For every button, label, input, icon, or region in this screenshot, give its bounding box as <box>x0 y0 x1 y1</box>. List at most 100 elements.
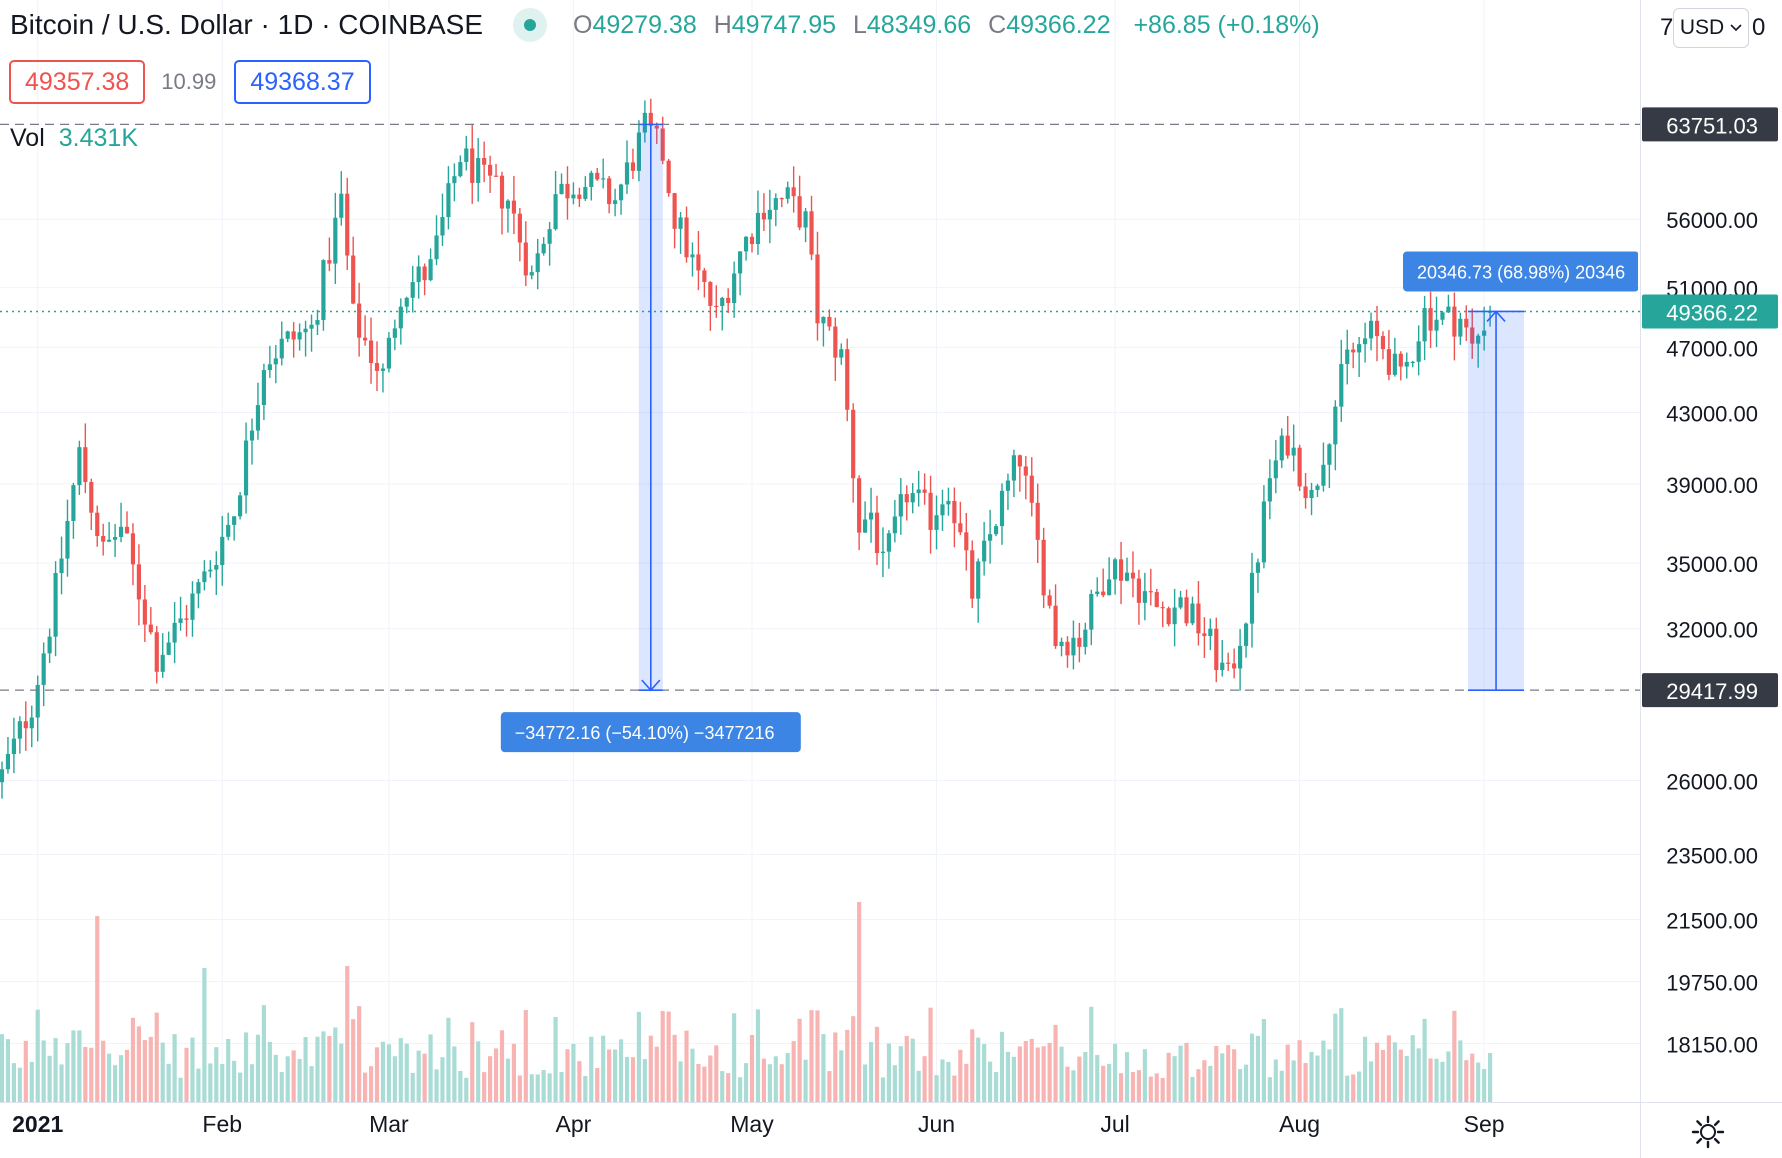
candle-body <box>154 632 159 672</box>
candle-body <box>839 349 844 358</box>
volume-bar <box>160 1042 165 1102</box>
x-tick-label: May <box>730 1111 774 1137</box>
candle-body <box>1136 578 1141 603</box>
volume-bar <box>89 1047 94 1102</box>
candle-body <box>89 482 94 513</box>
candle-body <box>386 337 391 369</box>
candle-body <box>452 176 457 184</box>
volume-legend[interactable]: Vol 3.431K <box>10 124 138 153</box>
volume-bar <box>928 1007 933 1102</box>
volume-bar <box>178 1077 183 1102</box>
volume-bar <box>880 1077 886 1102</box>
volume-bar <box>743 1063 749 1102</box>
volume-bar <box>273 1054 278 1102</box>
candle-body <box>618 184 624 201</box>
close-value: 49366.22 <box>1006 10 1111 39</box>
volume-bar <box>1482 1069 1487 1102</box>
gear-icon[interactable] <box>1688 1112 1728 1152</box>
candle-body <box>1357 344 1362 353</box>
volume-bar <box>636 1011 641 1102</box>
candle-body <box>874 512 880 554</box>
volume-bar <box>214 1047 219 1102</box>
candle-body <box>1321 464 1326 486</box>
candle-body <box>136 564 141 600</box>
volume-bar <box>184 1047 189 1102</box>
candle-body <box>196 582 201 594</box>
volume-bar <box>511 1043 516 1102</box>
candle-body <box>1029 475 1034 503</box>
candle-body <box>1095 591 1100 595</box>
volume-bar <box>482 1072 487 1102</box>
volume-bar <box>297 1058 302 1102</box>
volume-bar <box>1267 1077 1272 1102</box>
last-price-label-bg <box>1642 294 1778 329</box>
candle-body <box>767 209 772 220</box>
candle-body <box>529 272 534 276</box>
candle-body <box>380 368 386 371</box>
volume-bar <box>124 1049 130 1102</box>
volume-bar <box>767 1064 772 1102</box>
candle-body <box>1386 349 1391 375</box>
candle-body <box>1077 637 1082 647</box>
candle-body <box>678 217 683 229</box>
volume-bar <box>428 1034 433 1102</box>
candle-body <box>541 243 546 254</box>
volume-bar <box>309 1066 314 1102</box>
candle-body <box>446 183 451 218</box>
candle-body <box>351 255 356 304</box>
candle-body <box>720 297 725 307</box>
candle-body <box>666 160 671 194</box>
candle-body <box>488 164 493 176</box>
sell-price-button[interactable]: 49357.38 <box>9 60 146 104</box>
volume-bar <box>422 1053 427 1102</box>
candle-body <box>118 526 124 538</box>
candle-body <box>922 489 927 493</box>
volume-bar <box>1178 1045 1183 1102</box>
volume-bar <box>874 1026 880 1102</box>
volume-bar <box>368 1066 374 1102</box>
volume-bar <box>702 1066 707 1102</box>
candle-body <box>1464 318 1469 328</box>
volume-bar <box>1404 1055 1409 1102</box>
last-price-label: 49366.22 <box>1666 300 1758 325</box>
volume-bar <box>220 1063 225 1102</box>
candle-body <box>1118 559 1124 581</box>
candle-body <box>470 148 475 183</box>
candle-body <box>1440 312 1445 320</box>
candle-body <box>1005 480 1011 491</box>
currency-selector[interactable]: USD <box>1673 8 1749 48</box>
volume-bar <box>672 1034 677 1102</box>
candle-body <box>29 717 34 729</box>
candle-body <box>1041 539 1046 596</box>
volume-bar <box>851 1016 856 1102</box>
candle-body <box>672 193 677 229</box>
candle-body <box>553 194 558 230</box>
candle-body <box>410 282 415 298</box>
volume-bar <box>202 968 207 1102</box>
volume-bar <box>982 1044 987 1102</box>
y-tick-label: 39000.00 <box>1666 473 1758 498</box>
volume-bar <box>1220 1053 1225 1102</box>
volume-bar <box>142 1040 147 1102</box>
candle-body <box>1380 336 1386 350</box>
volume-bar <box>1089 1006 1094 1102</box>
volume-bar <box>1357 1071 1362 1102</box>
buy-price-button[interactable]: 49368.37 <box>234 60 371 104</box>
y-tick-label: 23500.00 <box>1666 843 1758 868</box>
volume-bar <box>845 1029 850 1102</box>
volume-bar <box>1023 1040 1028 1102</box>
volume-bar <box>1279 1070 1284 1102</box>
candle-body <box>1232 663 1237 669</box>
symbol-title[interactable]: Bitcoin / U.S. Dollar · 1D · COINBASE <box>10 9 484 40</box>
candle-body <box>285 331 290 339</box>
market-status-icon[interactable] <box>513 8 548 42</box>
x-tick-label: Jul <box>1100 1111 1129 1137</box>
volume-bar <box>934 1075 939 1102</box>
candle-body <box>1107 579 1112 596</box>
candle-body <box>184 618 189 620</box>
volume-bar <box>505 1058 511 1102</box>
candle-body <box>321 260 326 321</box>
candle-body <box>1214 628 1219 671</box>
volume-value: 3.431K <box>58 124 139 152</box>
